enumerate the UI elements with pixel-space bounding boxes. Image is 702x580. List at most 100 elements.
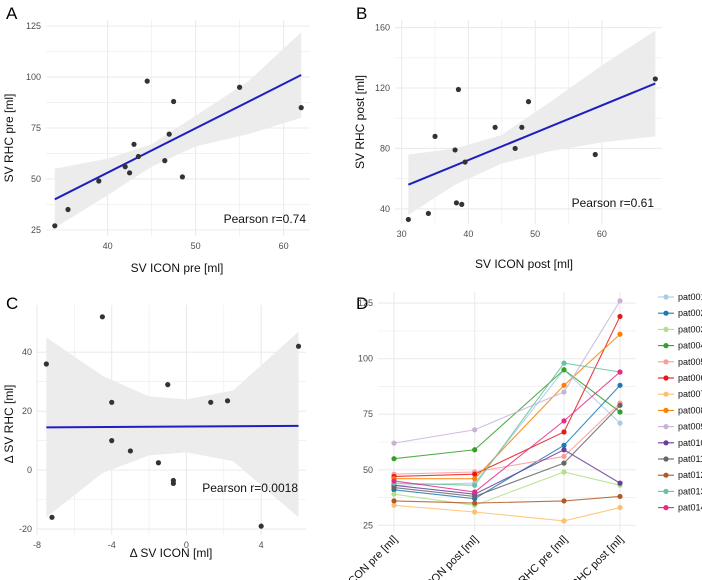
panel-label-a: A <box>6 4 18 23</box>
panel-d-point-pat012 <box>617 493 623 500</box>
panel-c-y-tick-label: 0 <box>27 465 32 475</box>
panel-d-point-pat014 <box>391 478 397 484</box>
panel-b-x-tick-label: 40 <box>463 229 473 239</box>
legend-swatch-dot-pat005 <box>663 359 669 365</box>
panel-d-point-pat003 <box>561 469 567 475</box>
panel-a-y-tick-label: 25 <box>31 225 41 235</box>
panel-a-x-axis-label: SV ICON pre [ml] <box>131 261 224 275</box>
panel-b-confidence-band <box>408 30 656 215</box>
panel-c-y-axis-label: Δ SV RHC [ml] <box>2 385 16 464</box>
panel-b-point-6 <box>459 201 465 207</box>
panel-a-confidence-band <box>54 32 302 228</box>
legend-swatch-dot-pat014 <box>663 505 669 511</box>
legend-swatch-dot-pat004 <box>663 343 669 349</box>
panel-d-series-line-pat014 <box>393 371 621 493</box>
panel-d-point-pat006 <box>617 313 623 320</box>
panel-b-point-12 <box>592 151 598 158</box>
panel-b-y-tick-label: 40 <box>380 204 390 214</box>
panel-d-series-line-pat012 <box>393 495 621 504</box>
panel-d-series-line-pat010 <box>393 449 621 495</box>
panel-c-y-tick-label: 20 <box>22 406 32 416</box>
panel-c-point-10 <box>208 399 214 405</box>
panel-d-point-pat012 <box>391 498 397 504</box>
legend-swatch-dot-pat008 <box>663 407 669 413</box>
panel-b-point-3 <box>452 147 458 153</box>
panel-a-point-7 <box>144 78 150 84</box>
panel-label-c: C <box>6 294 18 313</box>
legend-label-pat009: pat009 <box>678 422 702 432</box>
panel-b-point-9 <box>512 145 518 152</box>
panel-a-x-tick-label: 60 <box>279 241 289 251</box>
panel-d-point-pat006 <box>561 429 567 435</box>
panel-d-series-line-pat013 <box>393 362 621 486</box>
panel-a-point-1 <box>65 206 71 213</box>
legend-swatch-dot-pat012 <box>663 472 669 478</box>
panel-label-d: D <box>356 294 368 313</box>
panel-d-point-pat013 <box>472 482 478 488</box>
panel-b-scatter: 30 40 50 60 40 80 120 160 Pearson r=0.61 SV ICO… <box>353 20 662 271</box>
panel-d-point-pat014 <box>561 418 567 424</box>
panel-d-series-line-pat004 <box>393 369 621 460</box>
panel-d-point-pat007 <box>561 518 567 524</box>
panel-c-point-5 <box>127 448 134 454</box>
legend-swatch-dot-pat010 <box>663 440 669 446</box>
panel-b-point-8 <box>492 124 498 130</box>
panel-b-point-4 <box>453 200 460 206</box>
panel-d-point-pat010 <box>561 447 567 453</box>
panel-d-point-pat001 <box>617 420 623 426</box>
panel-c-point-13 <box>295 343 302 349</box>
panel-a-point-8 <box>162 158 168 164</box>
panel-c-scatter: -8 -4 0 4 -20 0 20 40 Pearson r=0.0018 Δ SV ICO… <box>2 305 306 560</box>
legend-swatch-dot-pat007 <box>663 391 669 397</box>
panel-d-point-pat012 <box>472 500 478 506</box>
panel-b-point-0 <box>405 216 411 223</box>
panel-d-point-pat007 <box>472 509 478 515</box>
panel-d-point-pat014 <box>472 489 478 495</box>
panel-a-point-13 <box>298 105 304 111</box>
panel-d-point-pat004 <box>391 456 397 462</box>
panel-d-point-pat008 <box>561 382 567 388</box>
panel-c-regression-line <box>46 424 299 429</box>
panel-d-y-tick-label: 75 <box>363 409 373 419</box>
panel-a-point-4 <box>127 170 133 176</box>
panel-b-x-tick-label: 50 <box>530 229 540 239</box>
panel-c-point-12 <box>258 523 264 529</box>
panel-d-point-pat007 <box>617 504 623 511</box>
panel-b-pearson-annotation: Pearson r=0.61 <box>572 196 655 210</box>
legend-label-pat014: pat014 <box>678 503 702 513</box>
panel-d-point-pat006 <box>472 471 478 477</box>
panel-b-point-10 <box>519 124 525 130</box>
panel-b-regression-line <box>407 82 656 186</box>
panel-c-point-11 <box>224 398 231 404</box>
panel-c-x-tick-label: -8 <box>33 540 41 550</box>
panel-c-point-3 <box>109 399 115 405</box>
panel-c-y-tick-label: -20 <box>19 524 32 534</box>
panel-c-x-axis-label: Δ SV ICON [ml] <box>130 546 213 560</box>
panel-d-series-line-pat008 <box>394 333 621 480</box>
panel-d-series-line-pat009 <box>393 300 621 444</box>
panel-b-y-axis-label: SV RHC post [ml] <box>353 75 367 169</box>
legend-label-pat010: pat010 <box>678 438 702 448</box>
legend-swatch-dot-pat011 <box>663 456 669 462</box>
panel-d-point-pat002 <box>561 442 567 448</box>
panel-a-y-axis-label: SV RHC pre [ml] <box>2 94 16 183</box>
panel-c-point-9 <box>170 480 176 486</box>
panel-d-point-pat011 <box>472 493 478 500</box>
panel-b-y-tick-label: 80 <box>380 143 390 153</box>
panel-a-y-tick-label: 125 <box>26 21 41 31</box>
panel-c-x-tick-label: -4 <box>108 540 116 550</box>
legend-swatch-dot-pat003 <box>663 326 669 332</box>
panel-c-point-7 <box>165 382 171 388</box>
panel-b-y-tick-label: 120 <box>375 83 390 93</box>
panel-a-point-0 <box>52 223 58 229</box>
panel-d-point-pat011 <box>561 460 567 466</box>
legend-label-pat003: pat003 <box>678 324 702 334</box>
panel-d-series-line-pat007 <box>393 504 621 522</box>
panel-a-y-tick-label: 100 <box>26 72 41 82</box>
panel-a-x-tick-label: 50 <box>191 241 201 251</box>
panel-b-x-axis-label: SV ICON post [ml] <box>475 257 573 271</box>
panel-d-series-line-pat005 <box>393 402 621 475</box>
panel-b-point-11 <box>525 99 532 105</box>
panel-a-point-2 <box>96 178 102 184</box>
